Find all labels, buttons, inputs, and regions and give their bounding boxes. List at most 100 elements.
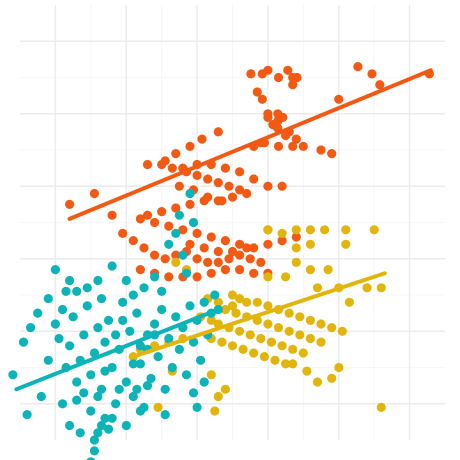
data-point — [157, 286, 167, 296]
data-point — [22, 410, 32, 420]
data-point — [82, 283, 92, 293]
data-point — [65, 275, 75, 286]
data-point — [142, 381, 153, 391]
data-point — [199, 297, 209, 307]
data-point — [89, 188, 99, 199]
data-point — [288, 141, 298, 151]
data-point — [121, 275, 131, 286]
data-point — [312, 377, 323, 387]
data-point — [65, 199, 75, 209]
trend-line — [14, 307, 221, 392]
data-point — [89, 435, 99, 445]
data-point — [139, 283, 149, 293]
data-point — [235, 167, 245, 177]
data-point — [171, 257, 181, 267]
data-point — [196, 355, 206, 365]
data-point — [305, 225, 315, 235]
data-point — [270, 355, 280, 365]
data-point — [132, 308, 142, 318]
data-point — [281, 359, 291, 369]
data-point — [199, 243, 209, 253]
data-point — [72, 377, 82, 387]
data-point — [227, 290, 238, 300]
data-point — [291, 225, 301, 235]
data-point — [192, 170, 202, 180]
trend-lines — [14, 68, 433, 392]
data-point — [181, 268, 192, 278]
data-point — [213, 127, 223, 137]
data-point — [369, 225, 379, 235]
data-point — [263, 225, 273, 235]
data-point — [93, 275, 103, 286]
data-point — [224, 181, 234, 191]
data-point — [203, 174, 213, 184]
data-point — [100, 337, 110, 347]
data-point — [135, 406, 145, 416]
data-point — [217, 196, 227, 206]
data-point — [375, 80, 385, 90]
data-point — [213, 178, 223, 188]
data-point — [135, 341, 145, 351]
data-point — [188, 388, 199, 398]
data-point — [174, 181, 184, 191]
data-point — [89, 446, 99, 456]
data-point — [125, 326, 135, 336]
data-point — [220, 236, 230, 246]
data-point — [57, 399, 68, 409]
data-point — [220, 384, 230, 394]
data-point — [192, 228, 202, 238]
data-point — [292, 72, 302, 83]
data-point — [288, 344, 298, 354]
data-point — [185, 301, 195, 311]
data-point — [305, 239, 315, 249]
data-point — [291, 257, 301, 267]
data-point — [174, 344, 184, 354]
data-point — [295, 330, 305, 340]
data-point — [206, 268, 216, 278]
data-point — [8, 370, 18, 380]
data-point — [160, 384, 170, 394]
data-point — [50, 265, 61, 275]
data-point — [100, 366, 110, 376]
data-point — [235, 239, 245, 249]
data-point — [157, 304, 167, 315]
data-point — [298, 348, 308, 358]
data-point — [320, 225, 330, 235]
data-point — [334, 362, 344, 373]
data-point — [256, 333, 266, 344]
data-point — [65, 341, 75, 351]
data-point — [376, 402, 386, 412]
data-point — [93, 323, 103, 333]
data-point — [281, 272, 291, 282]
data-point — [185, 199, 195, 209]
data-point — [160, 254, 170, 264]
data-point — [111, 399, 121, 409]
data-point — [217, 337, 227, 347]
data-point — [245, 254, 255, 264]
data-point — [96, 294, 107, 304]
data-point — [128, 391, 138, 402]
data-point — [249, 174, 259, 184]
data-point — [327, 323, 337, 333]
data-point — [376, 283, 386, 293]
data-point — [263, 301, 273, 311]
data-point — [203, 257, 213, 267]
data-point — [103, 424, 114, 434]
data-point — [242, 297, 252, 307]
data-point — [86, 406, 96, 416]
data-points — [8, 62, 434, 460]
data-point — [86, 457, 96, 460]
data-point — [96, 384, 107, 394]
data-point — [171, 312, 181, 322]
data-point — [26, 323, 36, 333]
data-point — [245, 330, 255, 340]
data-point — [171, 228, 181, 238]
data-point — [281, 130, 291, 141]
data-point — [164, 272, 174, 282]
data-point — [93, 391, 103, 402]
data-point — [82, 301, 92, 311]
data-point — [263, 319, 273, 329]
data-point — [157, 207, 167, 217]
data-point — [153, 402, 163, 412]
